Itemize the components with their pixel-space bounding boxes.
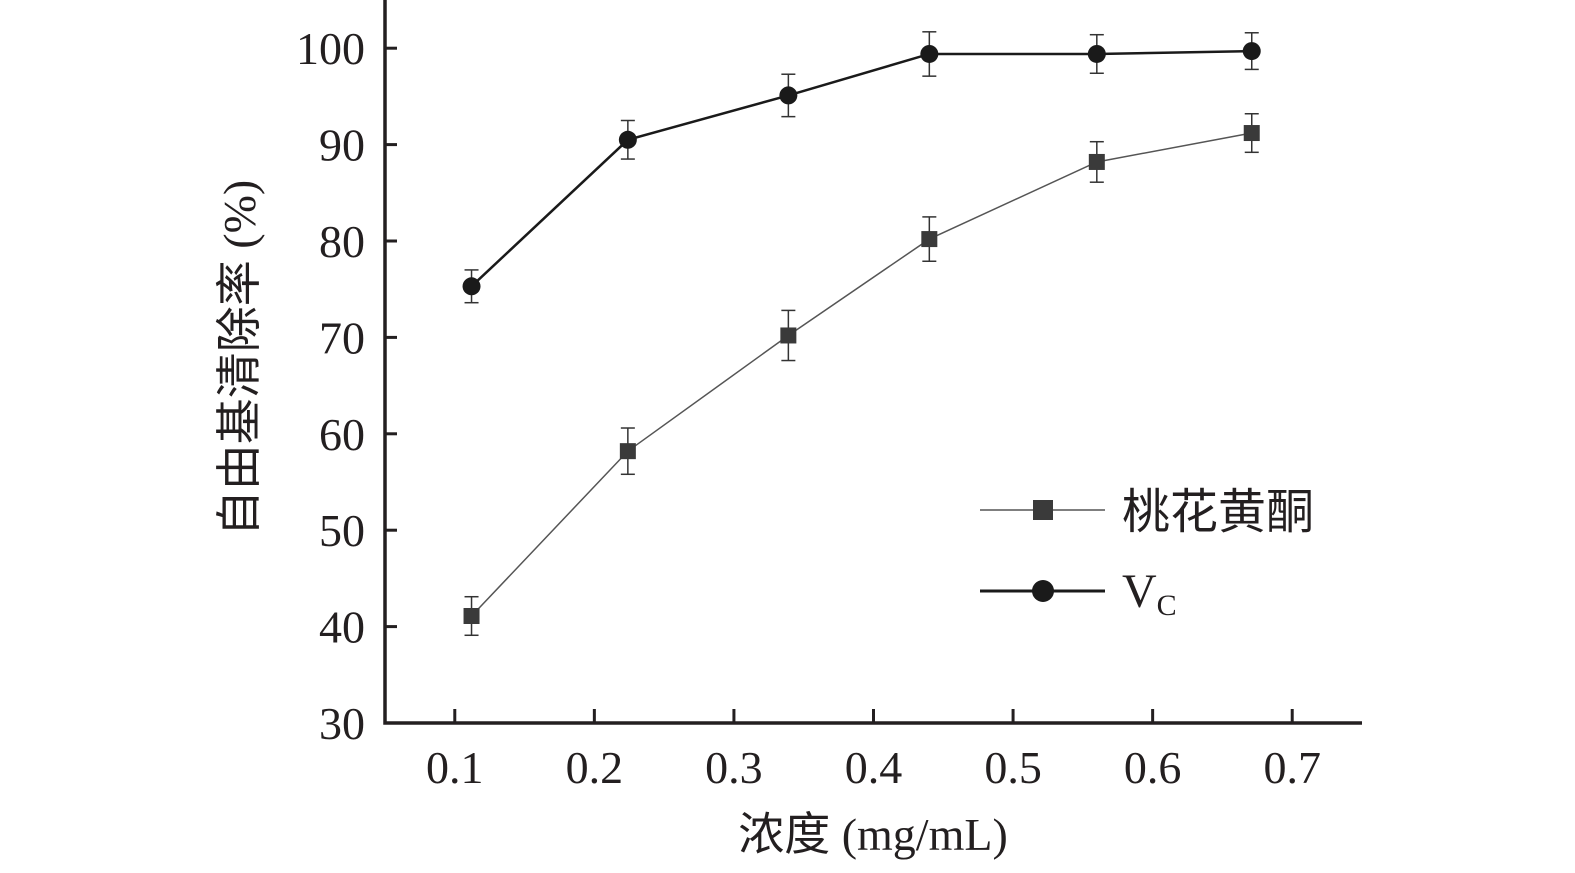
x-tick-label: 0.5 xyxy=(984,742,1042,793)
y-tick-label: 40 xyxy=(319,602,365,653)
data-point xyxy=(1087,44,1106,63)
x-tick-label: 0.1 xyxy=(426,742,484,793)
data-point xyxy=(463,607,480,624)
data-point xyxy=(1242,42,1261,61)
y-tick-label: 80 xyxy=(319,216,365,267)
data-point xyxy=(779,86,798,105)
y-axis-label: 自由基清除率 (%) xyxy=(214,180,265,536)
y-tick-label: 50 xyxy=(319,505,365,556)
x-tick-label: 0.3 xyxy=(705,742,763,793)
series-line xyxy=(470,132,1252,617)
series-0 xyxy=(463,113,1260,637)
legend: 桃花黄酮 VC xyxy=(980,486,1314,622)
x-tick-label: 0.6 xyxy=(1124,742,1182,793)
y-tick-label: 70 xyxy=(319,312,365,363)
y-tick-label: 100 xyxy=(296,23,365,74)
series-1 xyxy=(462,31,1261,304)
data-point xyxy=(780,327,797,344)
data-point xyxy=(920,44,939,63)
data-point xyxy=(462,277,481,296)
axis-lines xyxy=(383,0,1362,725)
data-point xyxy=(1088,153,1105,170)
legend-label-flavone: 桃花黄酮 xyxy=(1122,486,1314,539)
data-point xyxy=(619,443,636,460)
axes: 30 40 50 60 70 80 90 100 0.1 0.2 0.3 0.4 0.5 0.6 0.7 xyxy=(296,0,1362,793)
y-tick-label: 60 xyxy=(319,409,365,460)
data-point xyxy=(618,130,637,149)
x-tick-label: 0.7 xyxy=(1263,742,1321,793)
legend-label-vc: VC xyxy=(1122,565,1177,622)
x-axis-label: 浓度 (mg/mL) xyxy=(738,809,1008,860)
legend-marker-circle xyxy=(1032,580,1054,602)
y-tick-label: 90 xyxy=(319,120,365,171)
legend-marker-square xyxy=(1033,500,1053,520)
x-tick-label: 0.4 xyxy=(845,742,903,793)
data-point xyxy=(921,231,938,248)
marks xyxy=(462,31,1261,637)
series-line xyxy=(470,49,1252,288)
x-tick-label: 0.2 xyxy=(566,742,624,793)
data-point xyxy=(1243,125,1260,142)
y-tick-label: 30 xyxy=(319,698,365,749)
